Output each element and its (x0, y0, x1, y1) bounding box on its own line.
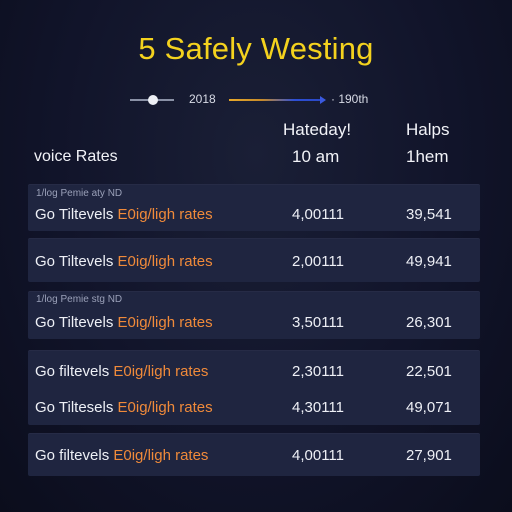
rate-card[interactable]: 1/log Pemie stg ND Go Tiltevels E0ig/lig… (28, 291, 480, 339)
rate-card[interactable]: Go Tiltevels E0ig/ligh rates 2,00111 49,… (28, 238, 480, 282)
timeline-progress-bar (229, 99, 323, 101)
rate-label-highlight: E0ig/ligh rates (117, 206, 213, 223)
rate-label-prefix: Go Tiltevels (35, 253, 118, 270)
rate-label: Go filtevels E0ig/ligh rates (35, 363, 208, 380)
rate-value-2: 39,541 (406, 206, 452, 223)
timeline: 2018 · 190th (0, 90, 512, 110)
rate-value-2: 26,301 (406, 314, 452, 331)
rate-label: Go Tiltesels E0ig/ligh rates (35, 399, 213, 416)
column-header-1: Hateday! (283, 120, 352, 139)
rate-label-highlight: E0ig/ligh rates (117, 399, 213, 416)
rate-value-1: 4,00111 (292, 447, 344, 464)
rate-label-prefix: Go Tiltevels (35, 314, 118, 331)
rate-value-1: 2,30111 (292, 363, 344, 380)
card-note: 1/log Pemie stg ND (36, 294, 123, 305)
timeline-handle[interactable] (148, 95, 158, 105)
rate-label-prefix: Go Tiltesels (35, 399, 118, 416)
rate-label-highlight: E0ig/ligh rates (117, 314, 213, 331)
rate-value-2: 49,071 (406, 399, 452, 416)
column-header-1-sub: 10 am (292, 147, 340, 166)
timeline-arrow-icon (320, 96, 326, 104)
rate-label: Go Tiltevels E0ig/ligh rates (35, 253, 213, 270)
rate-label: Go Tiltevels E0ig/ligh rates (35, 314, 213, 331)
rate-label: Go Tiltevels E0ig/ligh rates (35, 206, 213, 223)
rate-label-highlight: E0ig/ligh rates (113, 447, 209, 464)
column-header-2: Halps (406, 120, 450, 139)
rate-value-2: 49,941 (406, 253, 452, 270)
rate-value-1: 4,30111 (292, 399, 344, 416)
column-header-2-sub: 1hem (406, 147, 449, 166)
rate-value-1: 4,00111 (292, 206, 344, 223)
card-note: 1/log Pemie aty ND (36, 188, 123, 199)
rate-value-2: 22,501 (406, 363, 452, 380)
rate-value-2: 27,901 (406, 447, 452, 464)
rate-card[interactable]: 1/log Pemie aty ND Go Tiltevels E0ig/lig… (28, 184, 480, 231)
rate-card[interactable]: Go filtevels E0ig/ligh rates 4,00111 27,… (28, 433, 480, 476)
timeline-end-label: · 190th (331, 92, 369, 106)
rate-value-1: 3,50111 (292, 314, 344, 331)
rate-label-prefix: Go Tiltevels (35, 206, 118, 223)
rate-value-1: 2,00111 (292, 253, 344, 270)
rate-label-prefix: Go filtevels (35, 363, 114, 380)
page-title: 5 Safely Westing (138, 31, 374, 66)
rate-card[interactable]: Go filtevels E0ig/ligh rates 2,30111 22,… (28, 350, 480, 425)
timeline-start-label: 2018 (189, 92, 216, 106)
rate-label-prefix: Go filtevels (35, 447, 114, 464)
rate-label-highlight: E0ig/ligh rates (117, 253, 213, 270)
row-header: voice Rates (34, 148, 118, 165)
rate-label: Go filtevels E0ig/ligh rates (35, 447, 208, 464)
rate-label-highlight: E0ig/ligh rates (113, 363, 209, 380)
